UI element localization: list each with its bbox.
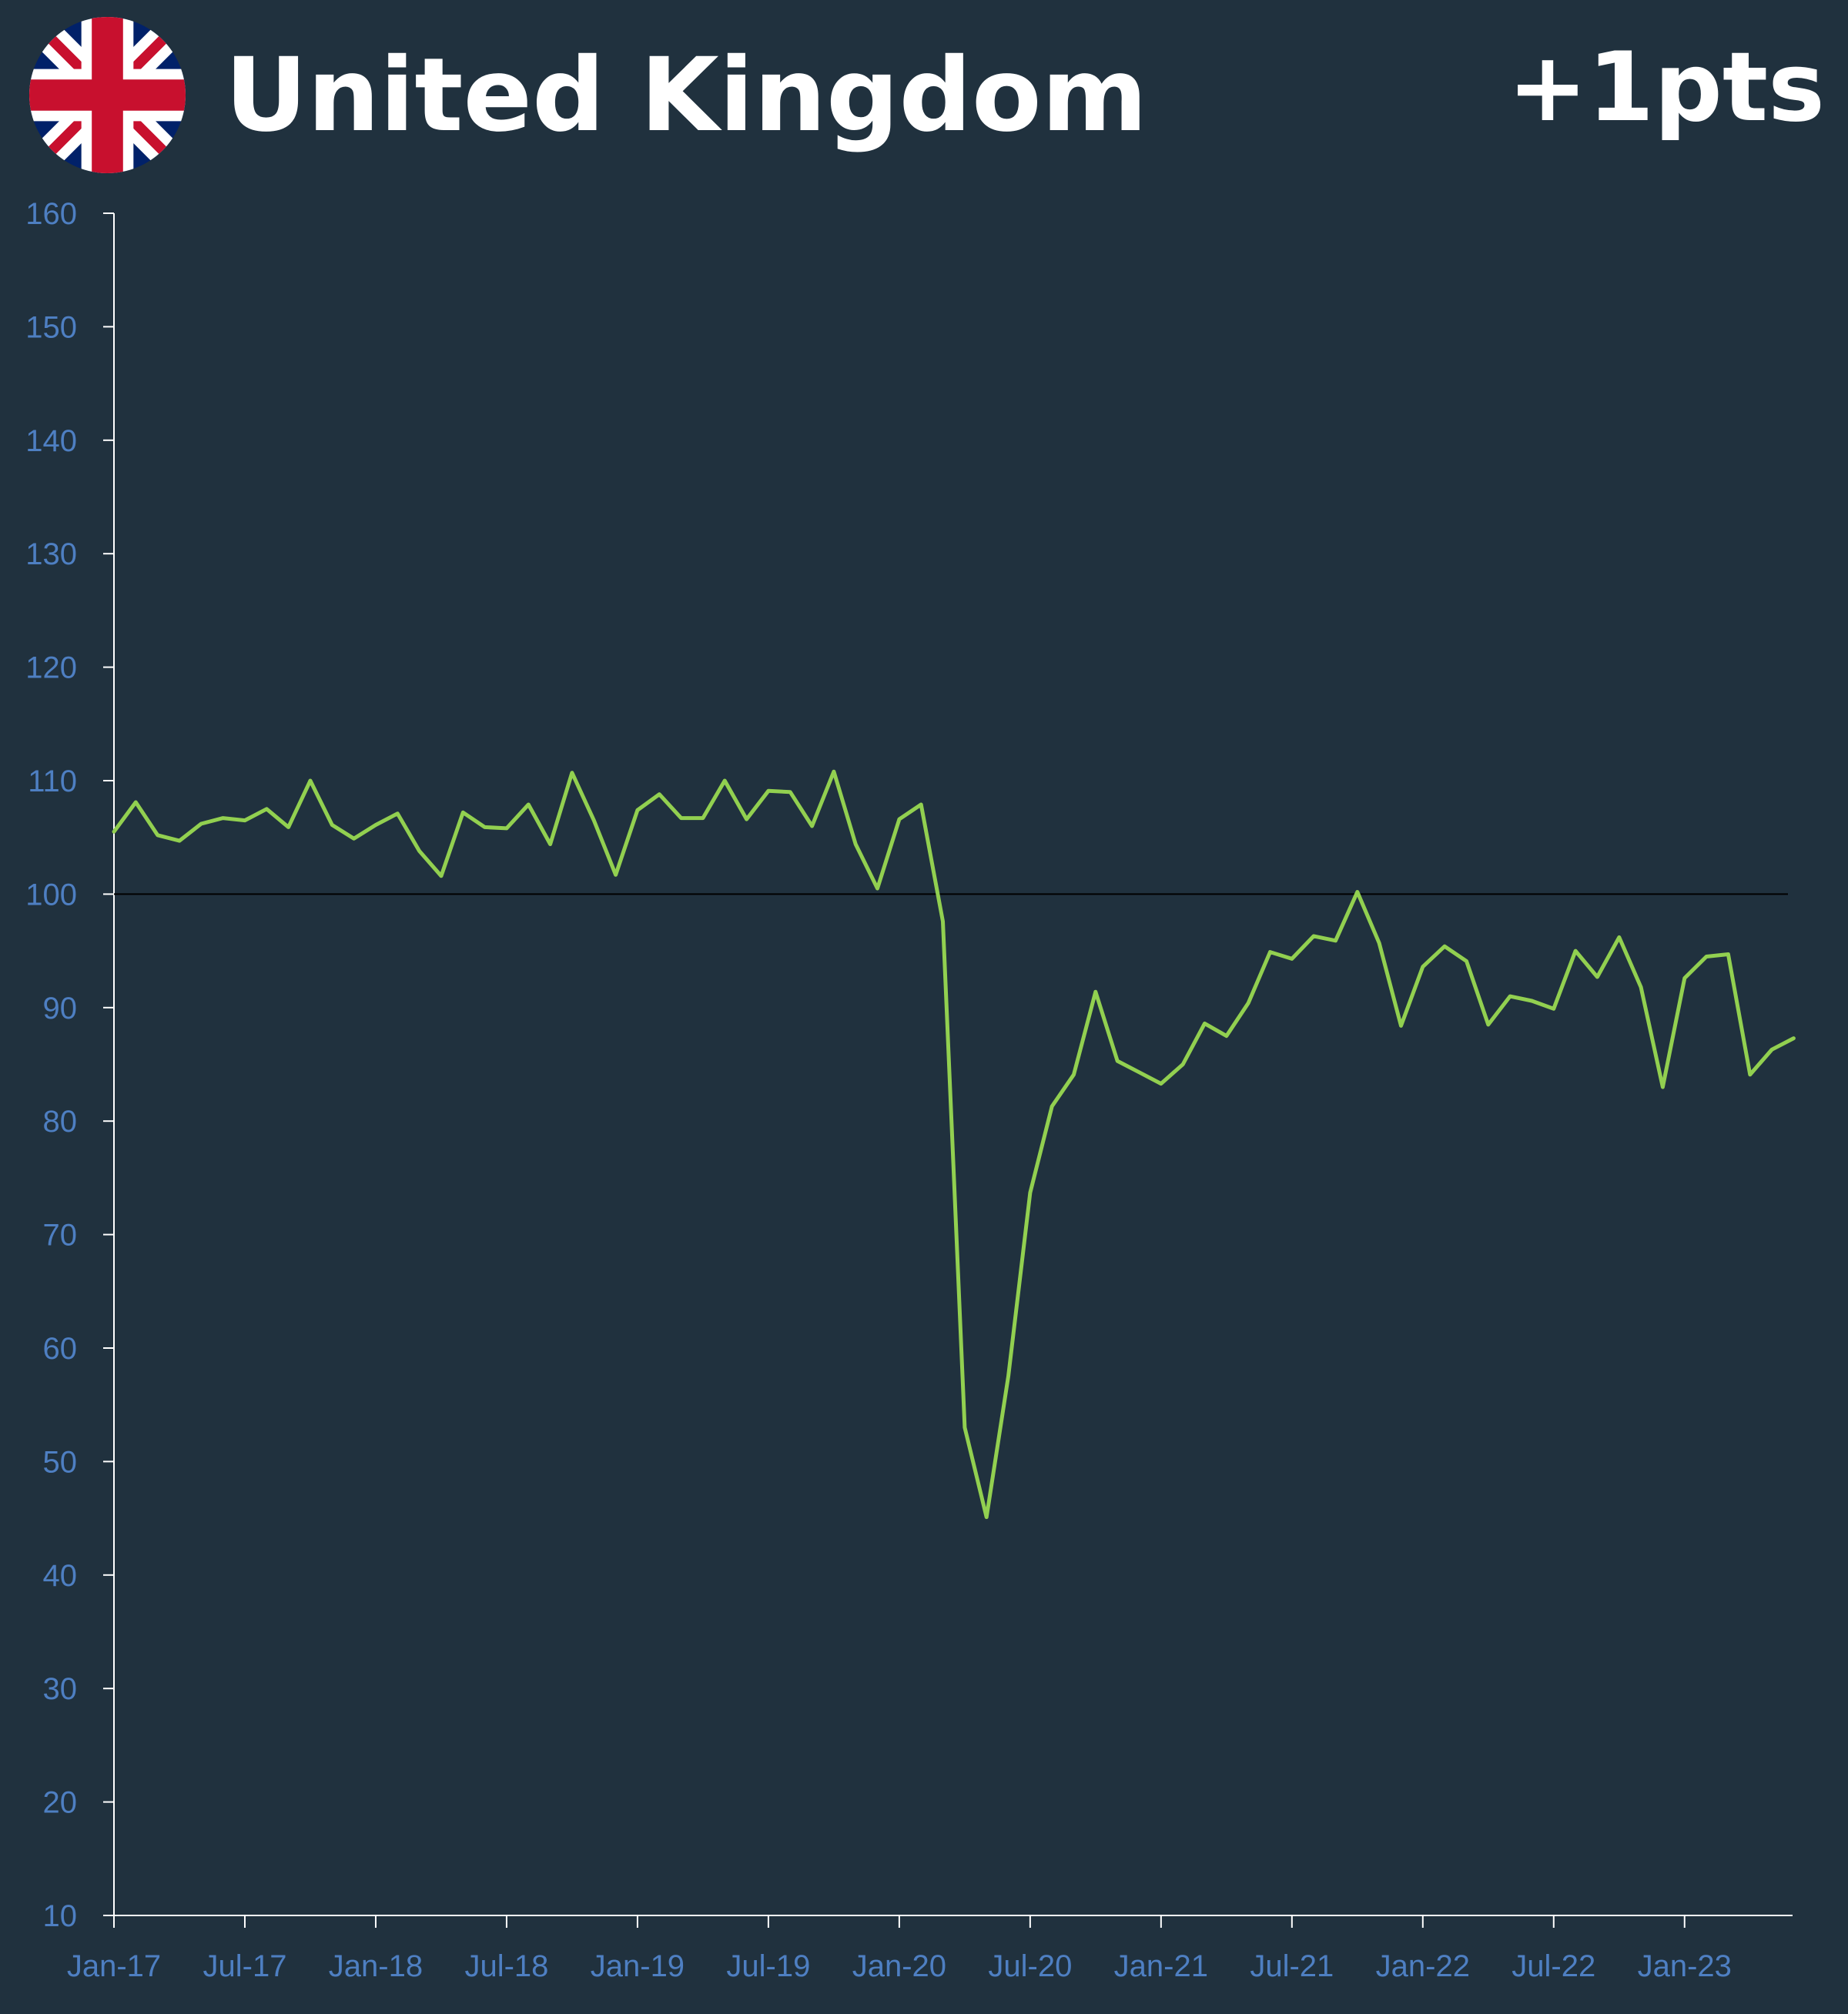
y-tick-label: 130 [25, 537, 77, 571]
x-tick-label: Jan-17 [67, 1949, 161, 1983]
x-tick-label: Jan-19 [591, 1949, 685, 1983]
y-tick-label: 100 [25, 878, 77, 912]
x-tick-label: Jan-22 [1376, 1949, 1470, 1983]
x-tick-label: Jan-20 [852, 1949, 946, 1983]
y-tick-label: 160 [25, 197, 77, 231]
y-tick-label: 90 [43, 992, 78, 1025]
y-tick-label: 40 [43, 1559, 78, 1593]
change-indicator: +1pts [1507, 32, 1825, 143]
x-tick-label: Jul-21 [1250, 1949, 1334, 1983]
x-tick-label: Jul-18 [464, 1949, 548, 1983]
y-tick-label: 10 [43, 1899, 78, 1933]
x-tick-label: Jan-21 [1114, 1949, 1208, 1983]
y-tick-label: 80 [43, 1105, 78, 1139]
y-tick-label: 70 [43, 1219, 78, 1253]
uk-flag-icon [29, 17, 186, 173]
y-tick-label: 20 [43, 1786, 78, 1820]
y-tick-label: 50 [43, 1445, 78, 1479]
series-line [112, 769, 1796, 1520]
y-tick-label: 60 [43, 1332, 78, 1366]
x-tick-label: Jan-23 [1638, 1949, 1732, 1983]
y-tick-label: 120 [25, 651, 77, 685]
chart-title: United Kingdom [225, 36, 1148, 155]
x-tick-label: Jan-18 [329, 1949, 423, 1983]
y-tick-label: 110 [28, 764, 77, 798]
x-tick-label: Jul-22 [1512, 1949, 1595, 1983]
x-tick-label: Jul-17 [203, 1949, 287, 1983]
y-tick-label: 30 [43, 1672, 78, 1706]
x-tick-label: Jul-20 [988, 1949, 1072, 1983]
y-tick-label: 140 [25, 424, 77, 458]
x-tick-label: Jul-19 [726, 1949, 810, 1983]
y-tick-label: 150 [25, 310, 77, 344]
